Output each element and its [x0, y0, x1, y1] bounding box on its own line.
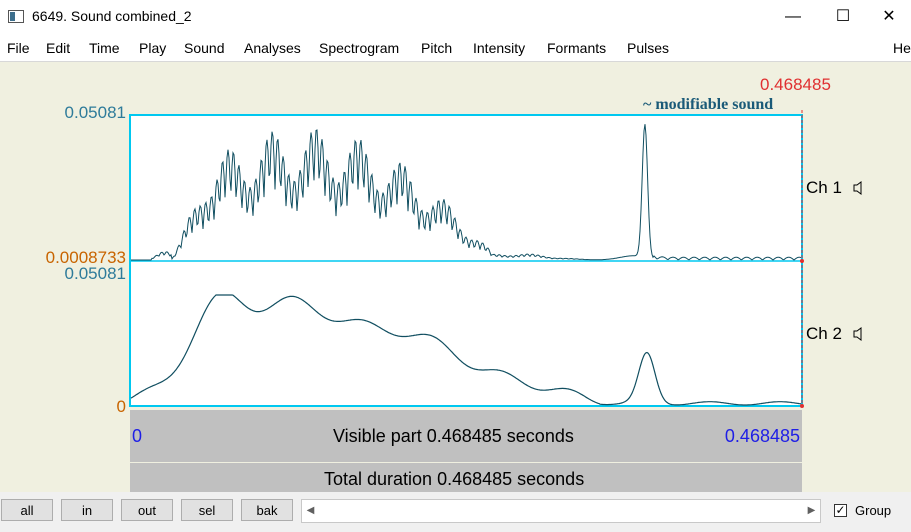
bottom-toolbar: all in out sel bak ◀ ▶ ✓ Group	[0, 492, 911, 532]
waveform-canvas[interactable]	[0, 62, 911, 412]
ch2-label: Ch 2	[806, 324, 842, 344]
menu-analyses[interactable]: Analyses	[244, 40, 301, 56]
ch2-waveform	[130, 294, 802, 406]
horizontal-scrollbar[interactable]: ◀ ▶	[301, 499, 821, 523]
zoom-in-button[interactable]: in	[61, 499, 113, 521]
zoom-all-button[interactable]: all	[1, 499, 53, 521]
ch1-label: Ch 1	[806, 178, 842, 198]
scroll-right-icon[interactable]: ▶	[807, 505, 816, 516]
visible-end-time: 0.468485	[724, 426, 800, 446]
visible-part-text: Visible part 0.468485 seconds	[333, 426, 574, 446]
close-button[interactable]: ✕	[882, 8, 896, 25]
cursor-marker-ch1	[800, 259, 804, 263]
ch1-waveform	[131, 124, 802, 261]
cursor-marker-ch2	[800, 404, 804, 408]
modifiable-sound-label: ~ modifiable sound	[643, 96, 774, 113]
ch1-label-text: Ch 1	[806, 178, 842, 197]
menu-spectrogram[interactable]: Spectrogram	[319, 40, 400, 56]
visible-start-time: 0	[132, 426, 143, 446]
speaker-icon[interactable]	[853, 327, 865, 341]
ch1-ymax-label: 0.05081	[64, 103, 126, 122]
menu-help[interactable]: He	[893, 40, 911, 56]
cursor-time-label: 0.468485	[760, 75, 831, 94]
scroll-left-icon[interactable]: ◀	[306, 505, 315, 516]
ch2-label-text: Ch 2	[806, 324, 842, 343]
title-bar: 6649. Sound combined_2 — ☐ ✕	[0, 0, 911, 34]
group-checkbox[interactable]: ✓	[834, 503, 847, 517]
maximize-button[interactable]: ☐	[835, 8, 851, 25]
total-duration-bar[interactable]: Total duration 0.468485 seconds	[130, 463, 802, 492]
menu-time[interactable]: Time	[89, 40, 120, 56]
ch2-ymin-label: 0	[116, 397, 126, 416]
window-title: 6649. Sound combined_2	[32, 8, 192, 24]
zoom-out-button[interactable]: out	[121, 499, 173, 521]
zoom-back-button[interactable]: bak	[241, 499, 293, 521]
menu-formants[interactable]: Formants	[547, 40, 607, 56]
menu-pitch[interactable]: Pitch	[421, 40, 453, 56]
menu-pulses[interactable]: Pulses	[627, 40, 670, 56]
group-label: Group	[855, 503, 892, 518]
ch2-ymax-label: 0.05081	[64, 264, 126, 283]
menu-play[interactable]: Play	[139, 40, 167, 56]
speaker-icon[interactable]	[853, 181, 865, 195]
menu-sound[interactable]: Sound	[184, 40, 225, 56]
menu-bar: File Edit Time Play Sound Analyses Spect…	[0, 34, 911, 62]
visible-part-bar[interactable]: 0 Visible part 0.468485 seconds 0.468485	[130, 410, 802, 462]
sound-editor-area: 0.468485 ~ modifiable sound 0.05081 0.00…	[0, 62, 911, 492]
minimize-button[interactable]: —	[785, 8, 801, 25]
total-duration-text: Total duration 0.468485 seconds	[324, 469, 585, 489]
menu-file[interactable]: File	[7, 40, 30, 56]
zoom-sel-button[interactable]: sel	[181, 499, 233, 521]
menu-edit[interactable]: Edit	[46, 40, 71, 56]
ch1-ymin-label: 0.0008733	[45, 248, 126, 267]
menu-intensity[interactable]: Intensity	[473, 40, 526, 56]
praat-window-icon	[8, 10, 24, 23]
